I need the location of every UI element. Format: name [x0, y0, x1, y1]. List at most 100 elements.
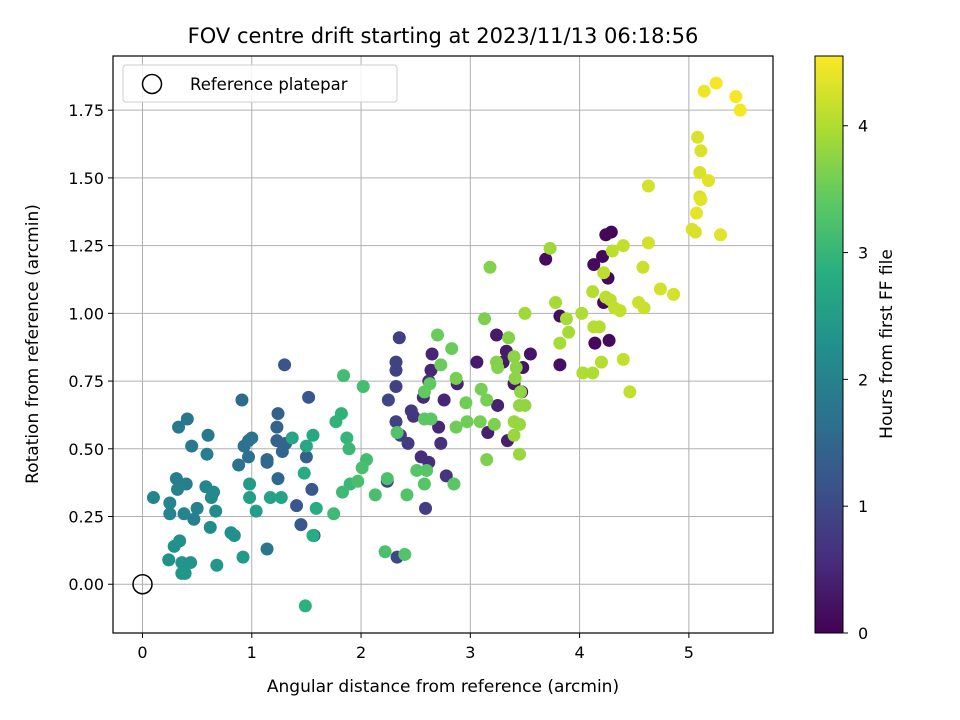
- data-point: [653, 282, 667, 296]
- data-point: [327, 507, 341, 521]
- data-point: [163, 496, 177, 510]
- data-point: [641, 179, 655, 193]
- data-point: [507, 350, 521, 364]
- data-point: [351, 474, 365, 488]
- legend: Reference platepar: [122, 64, 398, 103]
- data-point: [562, 325, 576, 339]
- x-axis-label: Angular distance from reference (arcmin): [267, 677, 619, 697]
- data-point: [487, 417, 501, 431]
- data-point: [187, 512, 201, 526]
- data-point: [294, 518, 308, 532]
- x-tick-label: 5: [684, 643, 694, 662]
- data-point: [260, 542, 274, 556]
- data-point: [424, 363, 438, 377]
- y-tick-label: 0.75: [68, 372, 104, 391]
- data-point: [434, 358, 448, 372]
- data-point: [190, 501, 204, 515]
- data-point: [167, 539, 181, 553]
- data-point: [549, 296, 563, 310]
- colorbar-ticks: 0 1 2 3 4: [843, 117, 868, 643]
- data-point: [434, 436, 448, 450]
- data-point: [523, 347, 537, 361]
- data-point: [297, 466, 311, 480]
- colorbar-label: Hours from first FF file: [877, 249, 897, 439]
- data-point: [275, 445, 289, 459]
- data-point: [270, 420, 284, 434]
- colorbar-tick-label: 1: [858, 497, 868, 516]
- data-point: [431, 328, 445, 342]
- y-tick-label: 0.50: [68, 440, 104, 459]
- data-point: [613, 304, 627, 318]
- data-point: [380, 472, 394, 486]
- data-point: [459, 396, 473, 410]
- data-point: [204, 491, 218, 505]
- data-point: [401, 436, 415, 450]
- data-point: [491, 398, 505, 412]
- data-point: [305, 482, 319, 496]
- data-point: [594, 355, 608, 369]
- data-point: [694, 144, 708, 158]
- data-point: [473, 415, 487, 429]
- y-tick-label: 0.00: [68, 575, 104, 594]
- data-point: [390, 426, 404, 440]
- data-point: [693, 165, 707, 179]
- data-point: [691, 130, 705, 144]
- data-point: [449, 420, 463, 434]
- data-point: [641, 236, 655, 250]
- data-point: [334, 407, 348, 421]
- data-point: [586, 285, 600, 299]
- data-point: [587, 258, 601, 272]
- data-point: [694, 193, 708, 207]
- data-point: [602, 333, 616, 347]
- y-tick-label: 1.00: [68, 304, 104, 323]
- data-point: [185, 439, 199, 453]
- colorbar-tick-label: 2: [858, 370, 868, 389]
- data-point: [439, 469, 453, 483]
- colorbar-tick-label: 0: [858, 624, 868, 643]
- data-point: [460, 415, 474, 429]
- data-point: [178, 566, 192, 580]
- data-point: [419, 501, 433, 515]
- data-point: [553, 358, 567, 372]
- data-point: [177, 507, 191, 521]
- data-point: [729, 90, 743, 104]
- data-point: [592, 320, 606, 334]
- data-point: [241, 450, 255, 464]
- y-tick-label: 1.25: [68, 237, 104, 256]
- data-point: [378, 545, 392, 559]
- legend-label-reference: Reference platepar: [190, 75, 348, 94]
- data-point: [236, 550, 250, 564]
- data-point: [170, 482, 184, 496]
- data-point: [483, 260, 497, 274]
- data-point: [203, 520, 217, 534]
- data-point: [249, 504, 263, 518]
- data-point: [432, 420, 446, 434]
- data-point: [512, 447, 526, 461]
- data-point: [235, 393, 249, 407]
- chart-title: FOV centre drift starting at 2023/11/13 …: [188, 24, 699, 48]
- data-point: [260, 453, 274, 467]
- data-point: [445, 342, 459, 356]
- data-point: [688, 225, 702, 239]
- data-point: [162, 553, 176, 567]
- data-point: [512, 417, 526, 431]
- data-point: [381, 393, 395, 407]
- data-point: [337, 369, 351, 383]
- x-tick-label: 2: [356, 643, 366, 662]
- data-point: [356, 379, 370, 393]
- data-point: [302, 390, 316, 404]
- data-point: [180, 412, 194, 426]
- data-point: [447, 477, 461, 491]
- data-point: [636, 260, 650, 274]
- data-point: [667, 287, 681, 301]
- data-point: [599, 228, 613, 242]
- data-point: [342, 442, 356, 456]
- x-tick-label: 3: [465, 643, 475, 662]
- data-point: [491, 361, 505, 375]
- data-point: [243, 477, 257, 491]
- y-tick-label: 0.25: [68, 508, 104, 527]
- data-point: [340, 431, 354, 445]
- x-tick-label: 4: [574, 643, 584, 662]
- y-tick-label: 1.75: [68, 101, 104, 120]
- data-point: [389, 415, 403, 429]
